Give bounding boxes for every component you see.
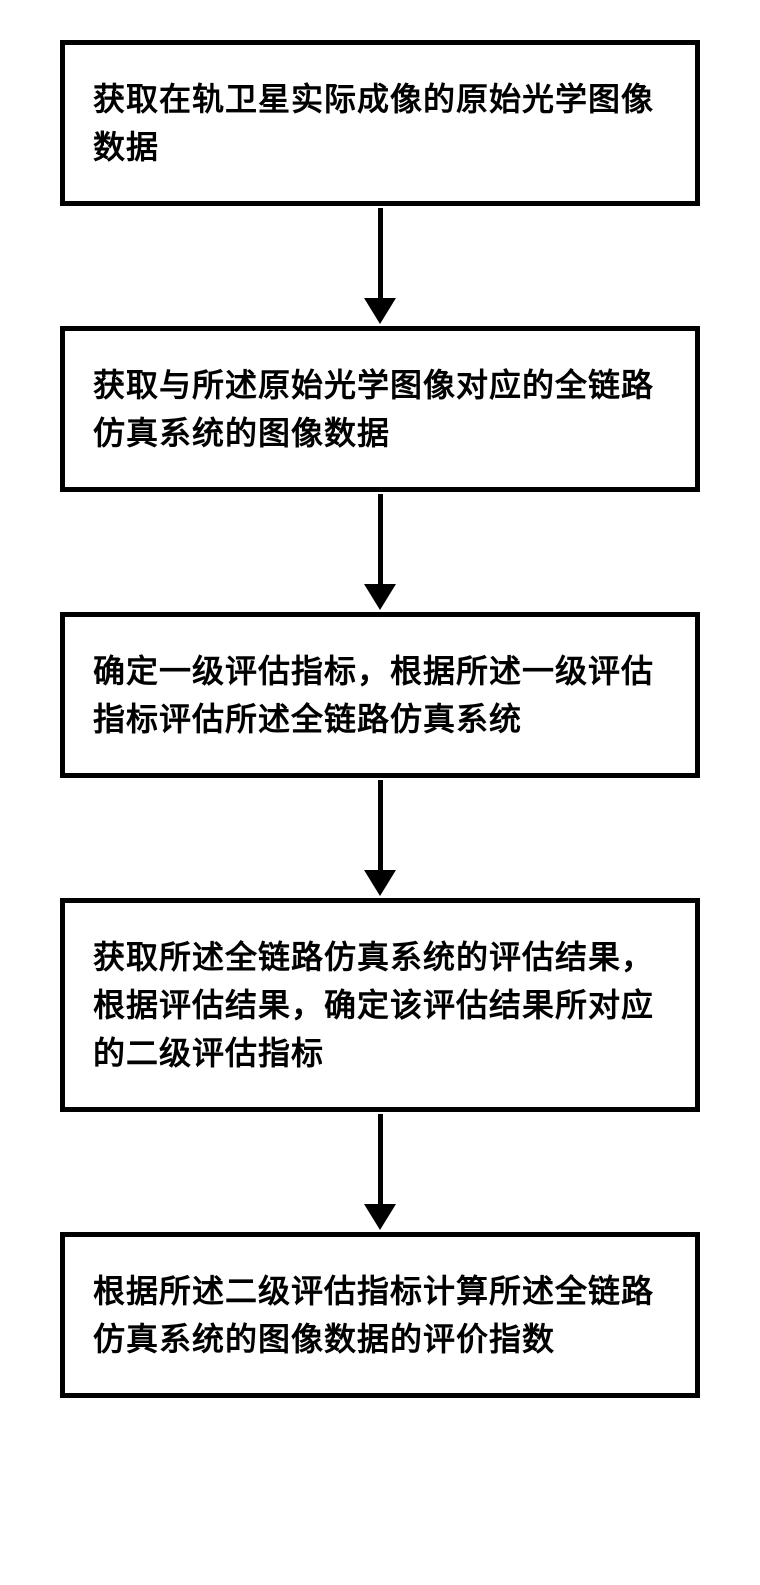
- flowchart-container: 获取在轨卫星实际成像的原始光学图像数据 获取与所述原始光学图像对应的全链路仿真系…: [60, 40, 700, 1398]
- flowchart-node: 获取所述全链路仿真系统的评估结果，根据评估结果，确定该评估结果所对应的二级评估指…: [60, 898, 700, 1112]
- arrow-head: [364, 584, 396, 610]
- node-label: 根据所述二级评估指标计算所述全链路仿真系统的图像数据的评价指数: [93, 1267, 667, 1363]
- arrow-line: [378, 208, 383, 298]
- arrow-head: [364, 870, 396, 896]
- flowchart-node: 确定一级评估指标，根据所述一级评估指标评估所述全链路仿真系统: [60, 612, 700, 778]
- arrow-down-icon: [364, 778, 396, 898]
- node-label: 获取在轨卫星实际成像的原始光学图像数据: [93, 75, 667, 171]
- arrow-line: [378, 1114, 383, 1204]
- arrow-down-icon: [364, 1112, 396, 1232]
- flowchart-node: 获取在轨卫星实际成像的原始光学图像数据: [60, 40, 700, 206]
- arrow-down-icon: [364, 206, 396, 326]
- arrow-down-icon: [364, 492, 396, 612]
- node-label: 确定一级评估指标，根据所述一级评估指标评估所述全链路仿真系统: [93, 647, 667, 743]
- arrow-head: [364, 298, 396, 324]
- flowchart-node: 根据所述二级评估指标计算所述全链路仿真系统的图像数据的评价指数: [60, 1232, 700, 1398]
- arrow-line: [378, 494, 383, 584]
- arrow-line: [378, 780, 383, 870]
- node-label: 获取所述全链路仿真系统的评估结果，根据评估结果，确定该评估结果所对应的二级评估指…: [93, 933, 667, 1077]
- flowchart-node: 获取与所述原始光学图像对应的全链路仿真系统的图像数据: [60, 326, 700, 492]
- node-label: 获取与所述原始光学图像对应的全链路仿真系统的图像数据: [93, 361, 667, 457]
- arrow-head: [364, 1204, 396, 1230]
